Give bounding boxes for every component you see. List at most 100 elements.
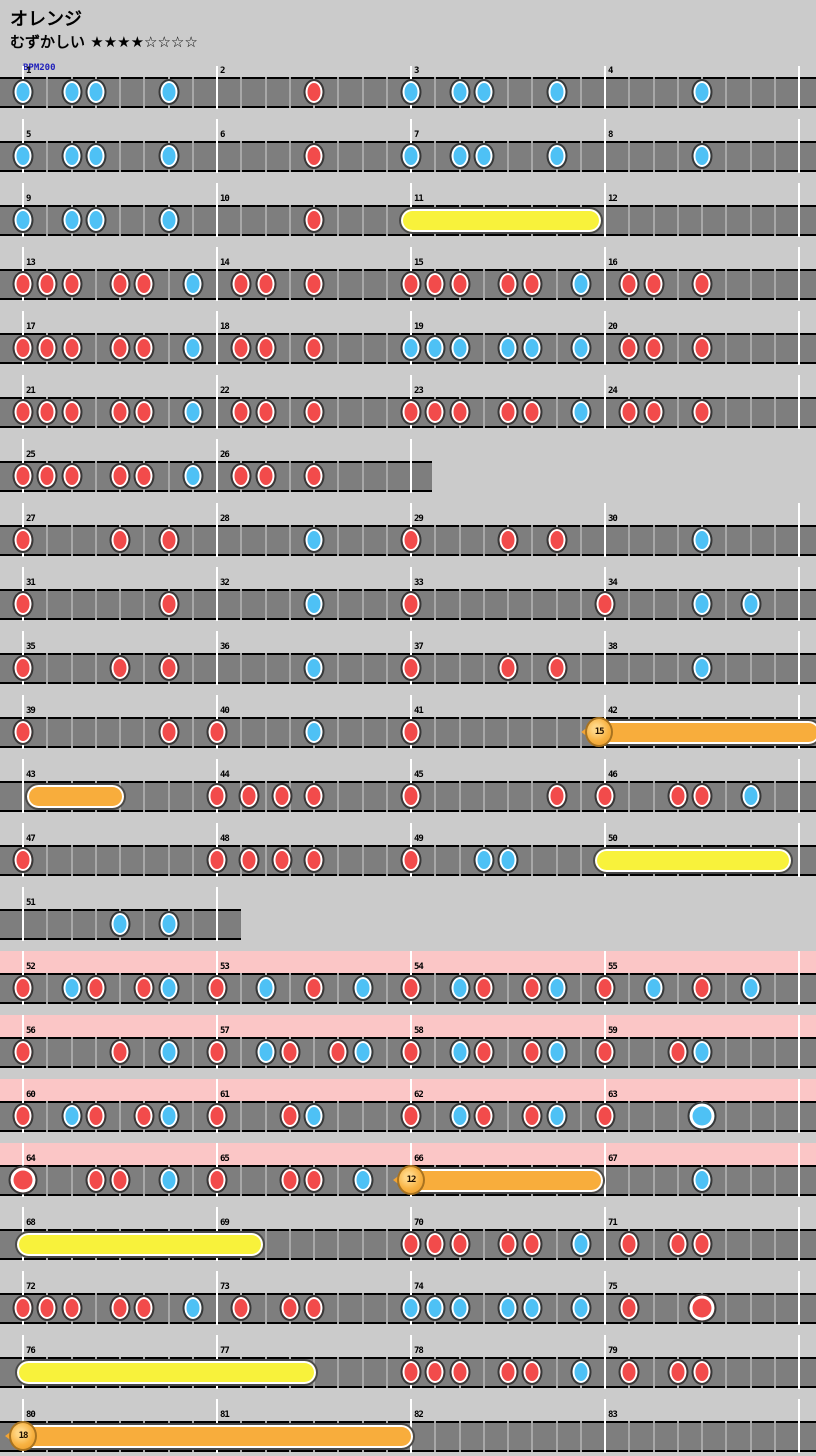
beat-divider — [531, 525, 534, 556]
beat-divider — [70, 717, 73, 748]
don-note — [643, 399, 664, 425]
beat-divider — [288, 717, 291, 748]
beat-divider — [676, 973, 679, 1004]
don-note — [206, 975, 228, 1001]
beat-divider — [579, 525, 582, 556]
beat-divider — [191, 525, 194, 556]
beat-divider — [288, 333, 291, 364]
don-note — [12, 1295, 34, 1321]
don-note — [618, 1295, 640, 1321]
measure-number: 83 — [608, 1410, 618, 1420]
beat-divider — [119, 77, 121, 108]
beat-divider — [240, 717, 243, 748]
measure-number: 8 — [608, 130, 614, 140]
beat-divider — [337, 1101, 340, 1132]
ka-note — [691, 655, 713, 681]
don-note — [449, 271, 470, 297]
measure-number: 78 — [414, 1346, 424, 1356]
measure-number: 22 — [220, 386, 230, 396]
ka-note — [12, 143, 34, 169]
beat-divider — [94, 397, 97, 428]
measure-number: 53 — [220, 962, 230, 972]
don-note — [271, 847, 293, 873]
beat-divider — [482, 589, 485, 620]
beat-divider — [628, 653, 631, 684]
don-note — [12, 335, 34, 361]
beat-divider — [143, 589, 146, 620]
beat-divider — [579, 589, 582, 620]
beat-divider — [773, 781, 776, 812]
beat-divider — [749, 653, 752, 684]
beat-divider — [749, 1357, 752, 1388]
beat-divider — [46, 1101, 49, 1132]
beat-divider — [482, 269, 485, 300]
don-note — [158, 527, 179, 553]
ka-note — [303, 1103, 325, 1129]
balloon-count: 18 — [18, 1431, 29, 1441]
measure-number: 71 — [608, 1218, 618, 1228]
gogo-time-band — [0, 1143, 816, 1165]
don-note — [521, 271, 543, 297]
don-note — [303, 207, 325, 233]
don-note — [109, 335, 131, 361]
beat-divider — [191, 141, 194, 172]
ka-note — [400, 1295, 422, 1321]
don-note — [109, 463, 131, 489]
ka-note — [12, 207, 34, 233]
beat-divider — [773, 973, 776, 1004]
measure-number: 68 — [26, 1218, 36, 1228]
ka-note — [546, 79, 567, 105]
balloon-count: 15 — [594, 727, 605, 737]
measure-line — [798, 759, 800, 813]
beat-divider — [385, 461, 388, 492]
measure-line — [216, 631, 218, 685]
beat-divider — [434, 77, 437, 108]
don-note — [61, 399, 82, 425]
beat-divider — [749, 397, 752, 428]
beat-divider — [361, 1229, 364, 1260]
beat-divider — [361, 141, 364, 172]
beat-divider — [676, 1421, 679, 1452]
chart-row: 43 44 45 46 — [0, 759, 816, 813]
measure-line — [216, 1271, 218, 1325]
measure-number: 15 — [414, 258, 424, 268]
measure-number: 66 — [414, 1154, 424, 1164]
beat-divider — [385, 141, 388, 172]
don-note — [691, 335, 713, 361]
ka-note — [85, 79, 107, 105]
chart-row: 60 61 62 63 — [0, 1079, 816, 1133]
beat-divider — [240, 973, 243, 1004]
chart-row: 35 36 37 38 — [0, 631, 816, 685]
beat-divider — [701, 1421, 703, 1452]
measure-line — [798, 951, 800, 1005]
beat-divider — [749, 77, 752, 108]
beat-divider — [773, 1165, 776, 1196]
ka-note — [85, 143, 107, 169]
beat-divider — [725, 141, 728, 172]
don-note — [255, 335, 276, 361]
don-note — [255, 463, 276, 489]
beat-divider — [773, 589, 776, 620]
ka-note — [473, 79, 495, 105]
beat-divider — [579, 653, 582, 684]
beat-divider — [725, 653, 728, 684]
beat-divider — [531, 1421, 534, 1452]
beat-divider — [628, 1165, 631, 1196]
chart-row: 64 65 66 67 12 — [0, 1143, 816, 1197]
beat-divider — [652, 1293, 655, 1324]
measure-number: 2 — [220, 66, 226, 76]
measure-line — [798, 823, 800, 877]
don-note — [400, 655, 422, 681]
beat-divider — [385, 653, 388, 684]
measure-line — [216, 311, 218, 365]
measure-number: 7 — [414, 130, 420, 140]
beat-divider — [94, 1037, 97, 1068]
ka-note — [497, 847, 519, 873]
drumroll — [593, 847, 794, 874]
beat-divider — [773, 397, 776, 428]
ka-note — [449, 143, 470, 169]
beat-divider — [555, 397, 558, 428]
beat-divider — [725, 1229, 728, 1260]
don-note — [61, 1295, 82, 1321]
